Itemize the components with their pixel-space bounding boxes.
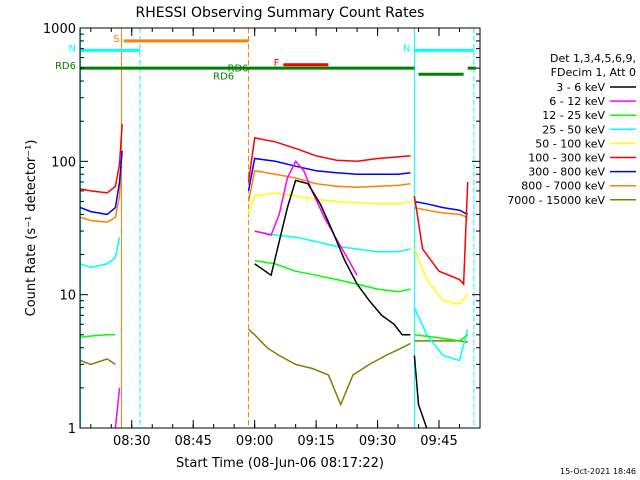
legend-label-8: 7000 - 15000 keV	[507, 194, 605, 207]
flag-bar-label-0: S	[113, 34, 119, 45]
series-line-5-segment-2	[413, 181, 469, 286]
series-line-7-segment-1	[247, 169, 411, 202]
flag-bar-label-1: N	[69, 43, 76, 54]
x-tick-label-0: 08:30	[113, 434, 150, 449]
legend-label-3: 25 - 50 keV	[542, 123, 605, 136]
x-tick-label-3: 09:15	[297, 434, 334, 449]
flag-label-0: RD6	[213, 72, 234, 83]
legend-label-7: 800 - 7000 keV	[521, 180, 605, 193]
x-tick-label-2: 09:00	[236, 434, 273, 449]
chart-title: RHESSI Observing Summary Count Rates	[136, 5, 425, 21]
y-tick-label-3: 1000	[43, 22, 76, 37]
series-line-1-segment-1	[254, 159, 358, 276]
series-line-3-segment-1	[254, 230, 411, 253]
series-line-8-segment-0	[80, 358, 116, 366]
series-line-0-segment-0	[254, 179, 411, 336]
series-line-7-segment-0	[80, 164, 123, 223]
legend-label-6: 300 - 800 keV	[528, 166, 605, 179]
series-line-3-segment-0	[80, 237, 121, 269]
y-tick-label-2: 100	[51, 155, 76, 170]
series-line-0-segment-1	[413, 355, 428, 429]
series-line-5-segment-0	[80, 124, 123, 194]
series-line-2-segment-1	[254, 259, 411, 293]
legend-header-1: FDecim 1, Att 0	[551, 66, 636, 79]
timestamp-label: 15-Oct-2021 18:46	[560, 467, 636, 476]
series-line-7-segment-2	[414, 206, 468, 219]
series-line-6-segment-2	[414, 200, 469, 216]
series-line-6-segment-1	[247, 157, 411, 192]
series-line-4-segment-0	[247, 192, 411, 215]
series-line-2-segment-0	[80, 334, 116, 338]
flag-bar-label-2: N	[403, 43, 410, 54]
series-line-8-segment-1	[248, 328, 411, 407]
legend: Det 1,3,4,5,6,9,FDecim 1, Att 0 3 - 6 keV…	[507, 52, 636, 207]
legend-header-0: Det 1,3,4,5,6,9,	[550, 52, 636, 65]
series-line-2-segment-2	[414, 334, 469, 342]
y-tick-label-0: 1	[68, 422, 76, 437]
series-line-8-segment-2	[414, 340, 468, 343]
axes: 1 10 100 1000 08:30 08:45 09:00 09:15 09:30 09:45	[43, 22, 481, 449]
plot-frame	[79, 27, 481, 429]
series-line-5-segment-1	[247, 137, 411, 183]
legend-label-0: 3 - 6 keV	[556, 81, 605, 94]
x-tick-label-1: 08:45	[174, 434, 211, 449]
series-line-1-segment-0	[114, 387, 121, 429]
legend-label-2: 12 - 25 keV	[542, 109, 605, 122]
flag-bar-label-3: F	[274, 58, 280, 69]
x-tick-label-5: 09:45	[420, 434, 457, 449]
series-line-6-segment-0	[80, 150, 123, 216]
legend-label-4: 50 - 100 keV	[535, 137, 605, 150]
x-tick-label-4: 09:30	[359, 434, 396, 449]
legend-label-5: 100 - 300 keV	[528, 152, 605, 165]
y-axis-label: Count Rate (s⁻¹ detector⁻¹)	[24, 140, 39, 317]
series-line-3-segment-2	[413, 307, 469, 362]
flag-bar-label-4: RD6	[55, 61, 76, 72]
x-axis-label: Start Time (08-Jun-06 08:17:22)	[176, 456, 384, 471]
series-line-4-segment-1	[413, 248, 469, 305]
flag-label-1: RD6	[228, 64, 249, 75]
legend-label-1: 6 - 12 keV	[549, 95, 605, 108]
y-tick-label-1: 10	[59, 289, 76, 304]
